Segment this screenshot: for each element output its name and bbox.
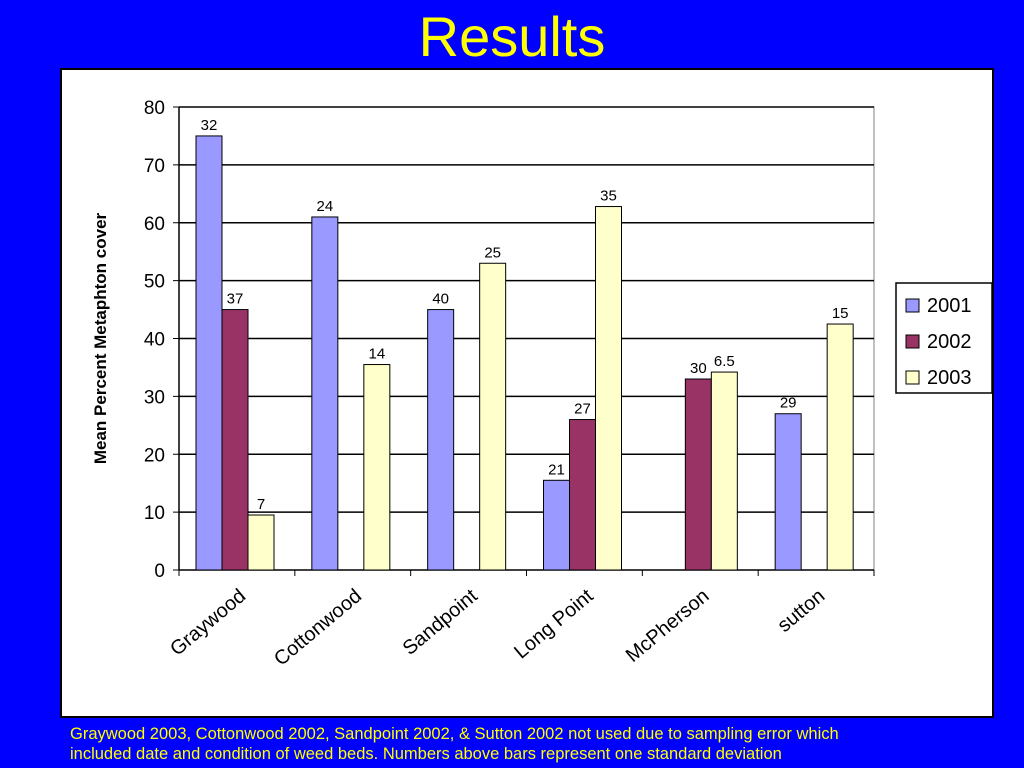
bar-2003-graywood (247, 514, 275, 571)
y-tick-label: 70 (144, 156, 165, 177)
y-axis-title: Mean Percent Metaphton cover (91, 212, 110, 464)
bar-2003-long-point (595, 206, 622, 571)
bar-2002-mcpherson (684, 378, 712, 571)
data-label: 6.5 (714, 353, 735, 370)
bar-2002-graywood (221, 309, 249, 571)
legend-label-2001: 2001 (927, 295, 972, 317)
legend-label-2003: 2003 (927, 367, 972, 389)
footnote-line-2: included date and condition of weed beds… (70, 745, 782, 763)
data-label: 25 (484, 244, 501, 261)
data-label: 37 (227, 291, 244, 308)
data-label: 24 (316, 198, 333, 215)
bar-2001-graywood (195, 135, 223, 571)
x-tick-label: sutton (773, 585, 829, 637)
x-tick-label: Graywood (166, 585, 250, 660)
x-tick-label: Cottonwood (270, 585, 366, 670)
bar-2001-sandpoint (427, 309, 455, 571)
footnote-line-1: Graywood 2003, Cottonwood 2002, Sandpoin… (70, 725, 839, 743)
bar-2003-cottonwood (363, 364, 391, 571)
bar-2003-sutton (826, 323, 854, 571)
y-tick-label: 0 (154, 561, 165, 582)
legend-swatch-2001 (905, 298, 920, 313)
legend-label-2002: 2002 (927, 331, 972, 353)
y-tick-label: 60 (144, 214, 165, 235)
data-label: 21 (548, 461, 565, 478)
bar-2001-cottonwood (311, 216, 339, 571)
legend-swatch-2003 (905, 370, 920, 385)
data-label: 40 (432, 291, 449, 308)
y-tick-label: 80 (144, 98, 165, 119)
y-tick-label: 50 (144, 272, 165, 293)
bar-2003-mcpherson (710, 371, 738, 571)
x-tick-label: McPherson (622, 585, 714, 667)
y-tick-label: 30 (144, 387, 165, 408)
bar-2003-sandpoint (479, 262, 507, 571)
chart-area: 0 10 20 30 40 50 60 70 80 Mean Percent Metaphton … (60, 68, 994, 718)
data-label: 27 (574, 401, 591, 418)
bar-chart: 0 10 20 30 40 50 60 70 80 Mean Percent Metaphton … (91, 98, 992, 670)
data-label: 35 (600, 188, 617, 205)
data-label: 7 (257, 496, 265, 513)
bar-2001-sutton (774, 413, 802, 571)
data-label: 15 (832, 305, 849, 322)
x-tick-label: Sandpoint (399, 585, 482, 660)
data-label: 32 (201, 117, 218, 134)
legend-swatch-2002 (905, 334, 920, 349)
footnote: Graywood 2003, Cottonwood 2002, Sandpoin… (70, 724, 1015, 764)
data-label: 30 (690, 360, 707, 377)
y-tick-label: 10 (144, 503, 165, 524)
bar-2001-long-point (543, 479, 570, 571)
y-tick-label: 20 (144, 445, 165, 466)
y-tick-label: 40 (144, 330, 165, 351)
x-tick-label: Long Point (510, 585, 598, 664)
data-label: 29 (780, 395, 797, 412)
data-label: 14 (368, 346, 385, 363)
slide-title: Results (418, 5, 606, 68)
bar-2002-long-point (569, 419, 596, 571)
